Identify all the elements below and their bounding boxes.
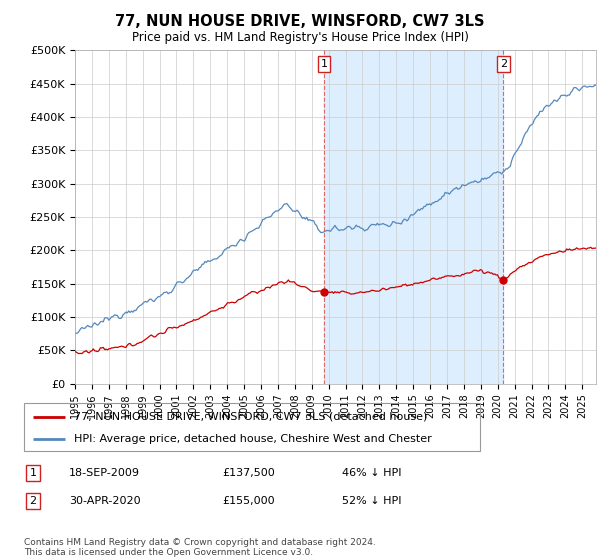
Text: 52% ↓ HPI: 52% ↓ HPI [342,496,401,506]
Text: 77, NUN HOUSE DRIVE, WINSFORD, CW7 3LS: 77, NUN HOUSE DRIVE, WINSFORD, CW7 3LS [115,14,485,29]
Text: Price paid vs. HM Land Registry's House Price Index (HPI): Price paid vs. HM Land Registry's House … [131,31,469,44]
Text: £137,500: £137,500 [222,468,275,478]
Text: £155,000: £155,000 [222,496,275,506]
Text: 2: 2 [500,59,507,69]
Text: Contains HM Land Registry data © Crown copyright and database right 2024.
This d: Contains HM Land Registry data © Crown c… [24,538,376,557]
Text: 2: 2 [29,496,37,506]
Text: HPI: Average price, detached house, Cheshire West and Chester: HPI: Average price, detached house, Ches… [74,434,432,444]
Bar [324,50,503,384]
Text: 46% ↓ HPI: 46% ↓ HPI [342,468,401,478]
Text: 30-APR-2020: 30-APR-2020 [69,496,140,506]
Text: 18-SEP-2009: 18-SEP-2009 [69,468,140,478]
Text: 1: 1 [320,59,328,69]
Text: 1: 1 [29,468,37,478]
Text: 77, NUN HOUSE DRIVE, WINSFORD, CW7 3LS (detached house): 77, NUN HOUSE DRIVE, WINSFORD, CW7 3LS (… [74,412,428,422]
